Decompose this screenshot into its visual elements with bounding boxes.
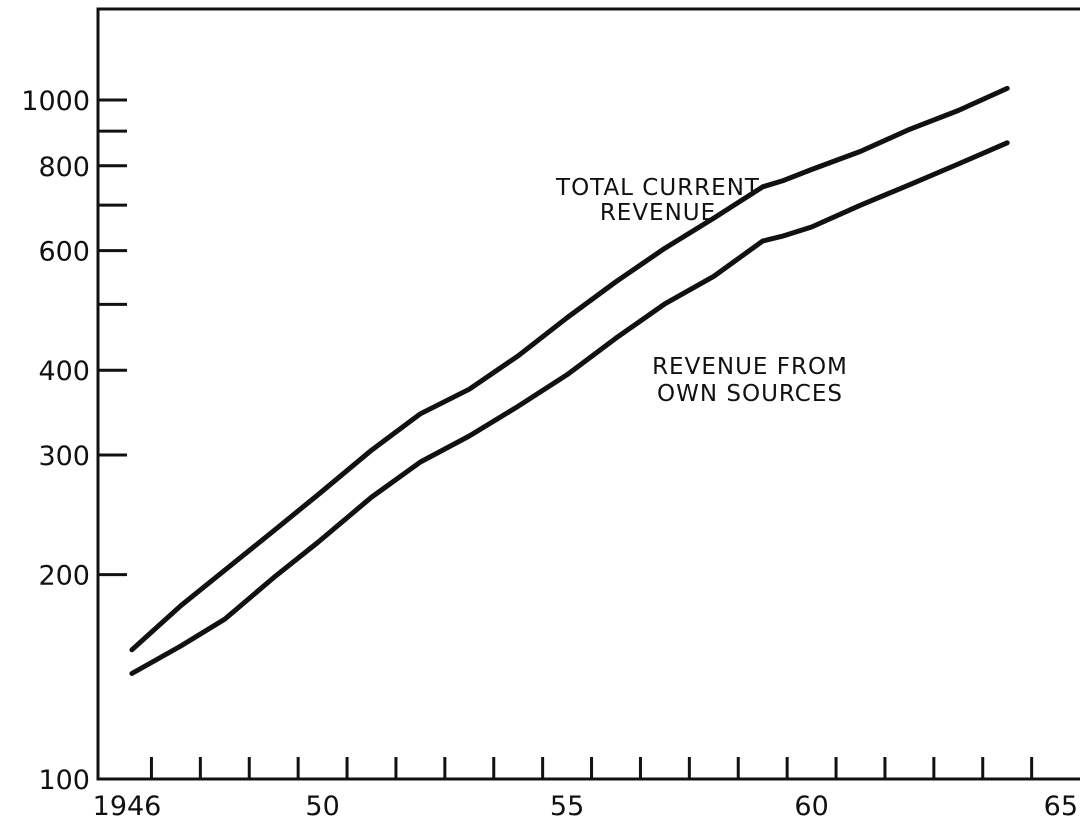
series-layer: [129, 85, 1010, 676]
annotation-own-line1: REVENUE FROM: [652, 354, 848, 380]
series-line-total-current-revenue: [129, 85, 1010, 653]
x-tick-label: 50: [305, 791, 339, 822]
annotation-total-line2: REVENUE: [600, 200, 716, 226]
x-tick-label: 55: [550, 791, 584, 822]
y-tick-label: 300: [38, 441, 90, 472]
y-tick-label: 1000: [21, 86, 90, 117]
y-tick-label: 400: [38, 356, 90, 387]
plot-frame: [96, 7, 1080, 781]
series-line-revenue-from-own-sources: [129, 140, 1010, 676]
annotation-total-line1: TOTAL CURRENT: [555, 175, 760, 201]
y-axis-ticks: 100 200 300 400 600 800 1000: [21, 86, 127, 796]
x-axis-ticks: 1946 50 55 60 65: [93, 757, 1078, 822]
y-tick-label: 800: [38, 152, 90, 183]
y-tick-label: 200: [38, 561, 90, 592]
y-tick-label: 100: [38, 765, 90, 796]
y-tick-label: 600: [38, 237, 90, 268]
x-tick-label: 65: [1044, 791, 1078, 822]
annotation-own-line2: OWN SOURCES: [657, 381, 843, 407]
chart-axes: [96, 7, 1080, 781]
x-tick-label: 60: [794, 791, 828, 822]
x-tick-label: 1946: [93, 791, 162, 822]
